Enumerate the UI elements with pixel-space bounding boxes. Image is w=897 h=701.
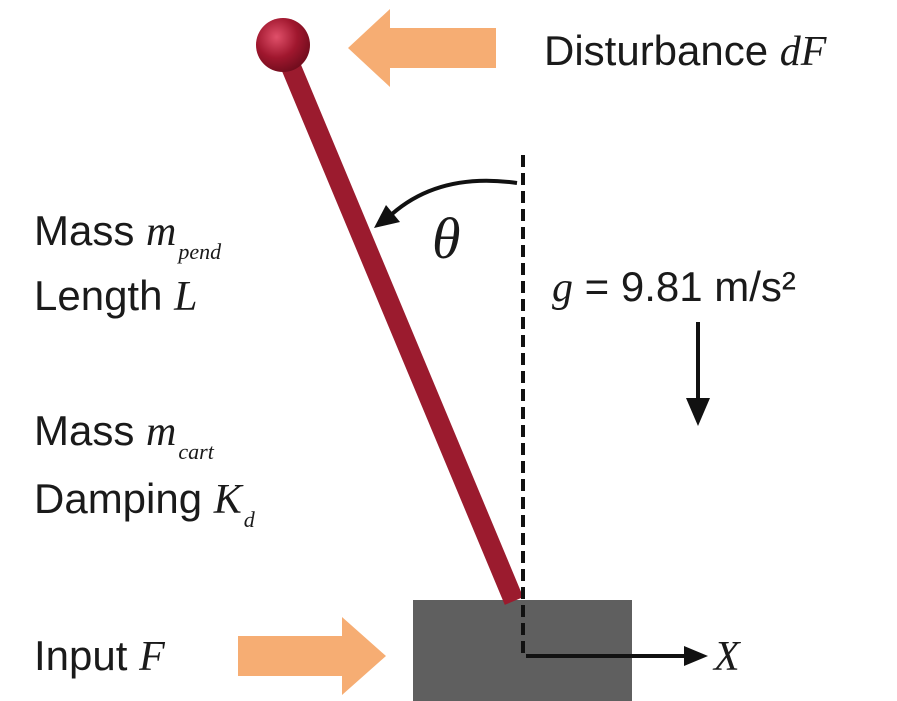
pendulum-mass-label: Mass mpend <box>34 207 221 263</box>
x-axis-symbol: X <box>714 634 740 680</box>
pendulum-length-symbol: L <box>174 274 198 320</box>
disturbance-symbol: dF <box>779 29 827 75</box>
pendulum-mass-symbol: m <box>146 209 177 255</box>
angle-theta-label: θ <box>432 210 461 268</box>
angle-arrowhead <box>374 205 400 228</box>
gravity-value: = 9.81 m/s² <box>584 263 796 310</box>
gravity-symbol: g <box>552 265 573 311</box>
pendulum-rod <box>274 46 524 605</box>
cart-damping-symbol: K <box>213 477 242 523</box>
cart-damping-label: Damping Kd <box>34 475 255 531</box>
gravity-arrowhead <box>686 398 710 426</box>
theta-symbol: θ <box>432 206 461 271</box>
cart-mass-label: Mass mcart <box>34 407 214 463</box>
cart-mass-subscript: cart <box>178 439 214 464</box>
cart-mass-text: Mass <box>34 407 135 454</box>
input-symbol: F <box>139 634 165 680</box>
input-force-label: Input F <box>34 632 165 680</box>
x-axis-label: X <box>714 636 740 678</box>
pendulum-mass-subscript: pend <box>178 239 222 264</box>
disturbance-arrow <box>348 9 496 87</box>
angle-arc <box>390 178 518 216</box>
pendulum-bob <box>256 18 310 72</box>
pendulum-length-text: Length <box>34 272 163 319</box>
input-text: Input <box>34 632 128 679</box>
x-axis-arrowhead <box>684 646 708 666</box>
cart-damping-subscript: d <box>243 507 255 532</box>
disturbance-label: Disturbance dF <box>544 27 827 75</box>
pendulum-length-label: Length L <box>34 272 198 320</box>
gravity-label: g = 9.81 m/s² <box>552 263 796 311</box>
pendulum-mass-text: Mass <box>34 207 135 254</box>
cart-mass-symbol: m <box>146 409 177 455</box>
input-force-arrow <box>238 617 386 695</box>
disturbance-text: Disturbance <box>544 27 769 74</box>
cart-damping-text: Damping <box>34 475 203 522</box>
